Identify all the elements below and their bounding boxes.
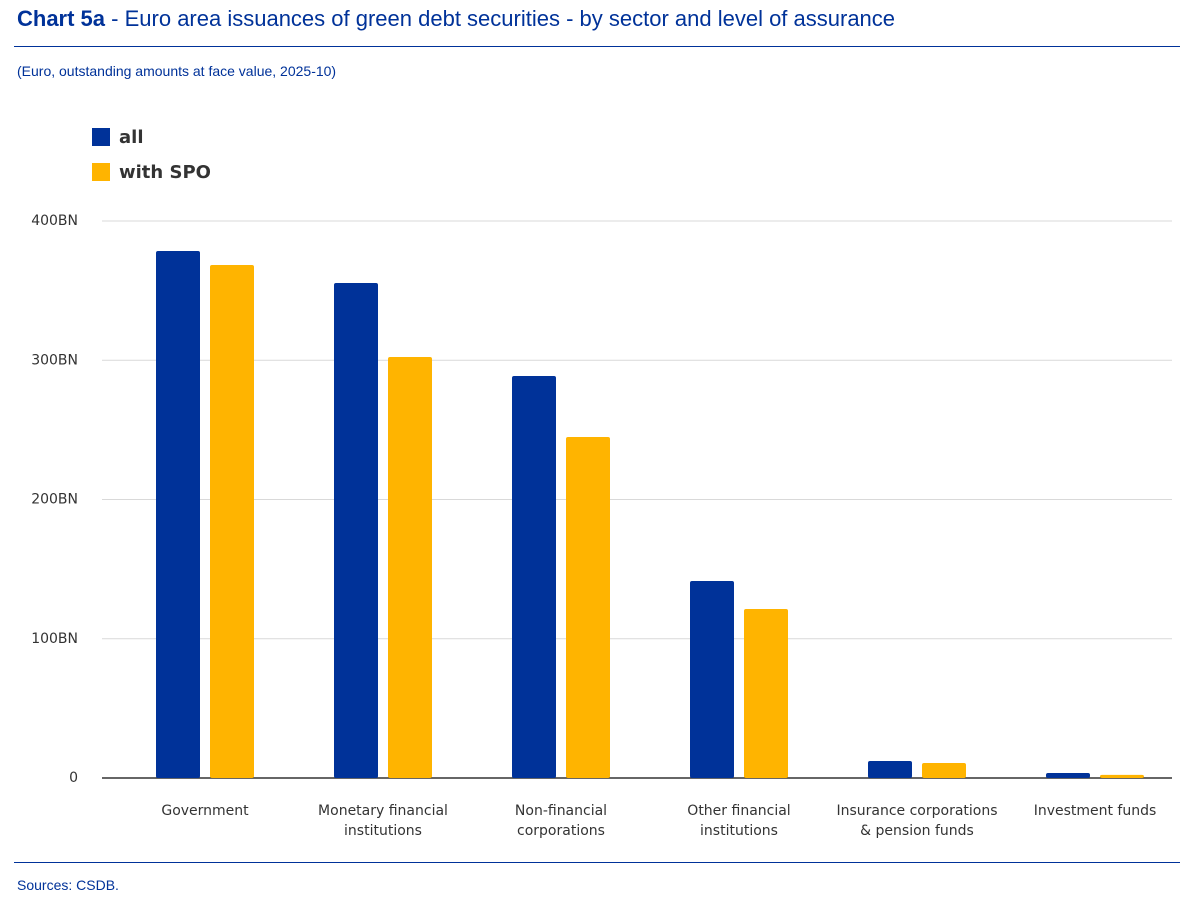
title: Chart 5a - Euro area issuances of green … xyxy=(17,6,895,32)
x-tick-label: Insurance corporations & pension funds xyxy=(836,803,998,839)
bar xyxy=(922,762,966,778)
chart-label: Chart 5a xyxy=(17,6,106,31)
bar xyxy=(868,761,912,778)
x-tick-label: Monetary financial institutions xyxy=(318,803,448,839)
rule xyxy=(14,862,1180,863)
bar xyxy=(690,580,734,778)
legend-swatch xyxy=(92,128,110,146)
y-tick-label: 200BN xyxy=(31,492,78,508)
y-tick-label: 100BN xyxy=(31,631,78,647)
rule xyxy=(14,46,1180,47)
bar xyxy=(744,608,788,778)
x-tick-label: Government xyxy=(161,803,249,819)
x-tick-label: Other financial institutions xyxy=(687,803,791,839)
y-tick-label: 300BN xyxy=(31,352,78,368)
source: Sources: CSDB. xyxy=(17,877,119,893)
legend-label: all xyxy=(119,127,144,148)
legend-swatch xyxy=(92,163,110,181)
y-tick-label: 0 xyxy=(69,770,78,786)
bar xyxy=(388,357,432,778)
x-tick-label: Non-financial corporations xyxy=(514,803,608,839)
y-tick-label: 400BN xyxy=(31,213,78,229)
legend-label: with SPO xyxy=(119,162,211,183)
bar xyxy=(512,375,556,778)
bar xyxy=(334,282,378,778)
bar xyxy=(210,265,254,778)
bar xyxy=(1046,772,1090,778)
bar xyxy=(566,436,610,778)
chart-title: - Euro area issuances of green debt secu… xyxy=(111,6,896,31)
bar xyxy=(156,250,200,779)
x-tick-label: Investment funds xyxy=(1033,803,1157,819)
bar xyxy=(1100,774,1144,778)
subtitle: (Euro, outstanding amounts at face value… xyxy=(17,63,337,79)
